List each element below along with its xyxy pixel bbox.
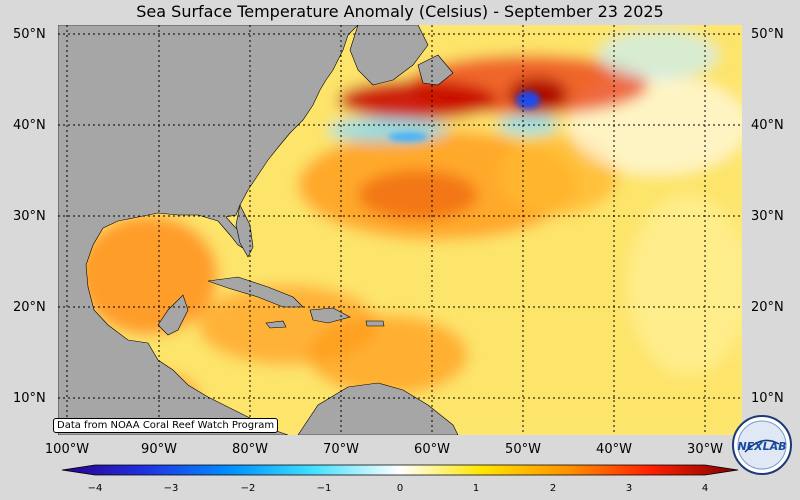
logo-text: NEXLAB <box>737 440 786 453</box>
map-title: Sea Surface Temperature Anomaly (Celsius… <box>136 2 664 21</box>
lat-label-left: 50°N <box>13 27 46 42</box>
colorbar-tick: −2 <box>240 483 256 494</box>
lat-label-right: 50°N <box>751 27 784 42</box>
lat-label-right: 20°N <box>751 300 784 315</box>
nexlab-logo: NEXLAB <box>732 415 792 475</box>
colorbar-tick: 4 <box>701 483 709 494</box>
lon-label: 90°W <box>141 442 177 457</box>
data-credit: Data from NOAA Coral Reef Watch Program <box>53 418 279 433</box>
lon-label: 100°W <box>44 442 90 457</box>
lat-label-right: 10°N <box>751 391 784 406</box>
land-mask <box>58 25 459 435</box>
graticule <box>58 25 742 435</box>
lon-label: 30°W <box>687 442 723 457</box>
colorbar <box>61 464 739 476</box>
lon-label: 60°W <box>414 442 450 457</box>
lat-label-right: 30°N <box>751 209 784 224</box>
lon-label: 40°W <box>596 442 632 457</box>
colorbar-tick: 3 <box>625 483 633 494</box>
colorbar-tick: −4 <box>87 483 103 494</box>
colorbar-tick: 2 <box>549 483 557 494</box>
colorbar-tick: −3 <box>163 483 179 494</box>
sst-anomaly-map <box>58 25 742 435</box>
lat-label-left: 40°N <box>13 118 46 133</box>
colorbar-tick: 0 <box>396 483 404 494</box>
lon-label: 50°W <box>505 442 541 457</box>
lat-label-left: 20°N <box>13 300 46 315</box>
lat-label-left: 10°N <box>13 391 46 406</box>
lon-label: 70°W <box>323 442 359 457</box>
colorbar-tick: 1 <box>472 483 480 494</box>
lat-label-left: 30°N <box>13 209 46 224</box>
colorbar-tick: −1 <box>316 483 332 494</box>
lon-label: 80°W <box>232 442 268 457</box>
lat-label-right: 40°N <box>751 118 784 133</box>
